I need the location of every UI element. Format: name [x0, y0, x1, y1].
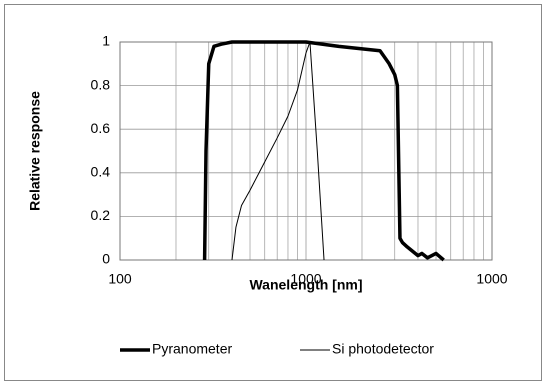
y-tick-label: 0.2 — [91, 207, 111, 223]
y-tick-label: 0.4 — [91, 164, 111, 180]
x-tick-label: 1000 — [290, 271, 321, 287]
y-tick-label: 1 — [102, 33, 110, 49]
y-tick-label: 0.6 — [91, 120, 111, 136]
x-tick-label: 1000 — [476, 271, 507, 287]
legend-label: Si photodetector — [332, 341, 434, 357]
series-line — [202, 40, 445, 262]
x-axis-label: Wanelength [nm] — [249, 277, 362, 293]
series-line — [231, 41, 325, 261]
frame — [4, 4, 542, 381]
legend-label: Pyranometer — [152, 341, 232, 357]
y-tick-label: 0.8 — [91, 76, 111, 92]
y-tick-label: 0 — [102, 251, 110, 267]
y-axis-label: Relative response — [27, 91, 43, 211]
x-tick-label: 100 — [108, 271, 132, 287]
